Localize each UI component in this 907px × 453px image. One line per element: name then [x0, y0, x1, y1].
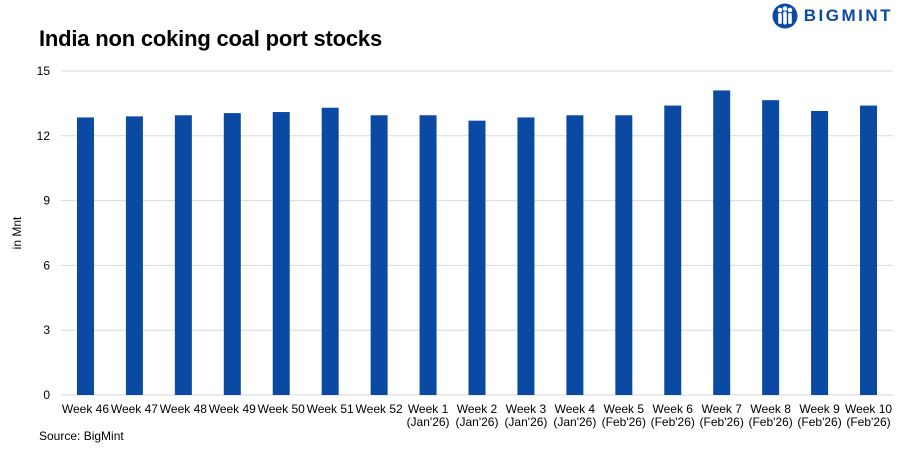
y-tick-label: 9 [43, 194, 50, 208]
brand-name: BIGMINT [803, 6, 893, 25]
bar [272, 112, 290, 395]
bar [615, 115, 633, 395]
y-tick-label: 15 [37, 64, 51, 78]
x-tick-label: Week 10 (Feb'26) [845, 402, 892, 429]
chart-title: India non coking coal port stocks [39, 26, 383, 51]
x-tick-label: Week 50 [258, 402, 305, 416]
bar [419, 115, 437, 395]
x-tick-label: Week 2 (Jan'26) [456, 402, 499, 429]
bar [125, 116, 143, 396]
x-tick-label: Week 51 [307, 402, 354, 416]
x-tick-label: Week 8 (Feb'26) [748, 402, 792, 429]
bar [76, 117, 94, 395]
bar [566, 115, 584, 395]
x-tick-label: Week 49 [209, 402, 256, 416]
bar [664, 105, 682, 395]
y-tick-label: 3 [43, 323, 50, 337]
x-axis-ticks: Week 46 Week 47 Week 48 Week 49 Week 50 Week … [62, 402, 893, 429]
x-tick-label: Week 7 (Feb'26) [700, 402, 744, 429]
bar [860, 105, 878, 395]
y-tick-label: 6 [43, 258, 50, 272]
x-tick-label: Week 52 [356, 402, 403, 416]
x-tick-label: Week 48 [160, 402, 207, 416]
x-tick-label: Week 46 [62, 402, 109, 416]
y-axis-title: in Mnt [10, 216, 24, 249]
x-tick-label: Week 6 (Feb'26) [651, 402, 695, 429]
y-axis-ticks: 0 3 6 9 12 15 [37, 64, 51, 402]
x-tick-label: Week 4 (Jan'26) [553, 402, 596, 429]
bar [762, 100, 780, 395]
x-tick-label: Week 9 (Feb'26) [797, 402, 841, 429]
x-tick-label: Week 5 (Feb'26) [602, 402, 646, 429]
x-tick-label: Week 1 (Jan'26) [407, 402, 450, 429]
x-tick-label: Week 3 (Jan'26) [504, 402, 547, 429]
bar [370, 115, 388, 395]
bar [713, 90, 731, 395]
x-tick-label: Week 47 [111, 402, 158, 416]
y-tick-label: 12 [37, 129, 51, 143]
bar [223, 113, 241, 396]
bar [174, 115, 192, 395]
y-tick-label: 0 [43, 388, 50, 402]
bar [811, 110, 829, 396]
bar [321, 107, 339, 395]
bar [517, 117, 535, 395]
brand-logo: BIGMINT [772, 2, 893, 30]
source-note: Source: BigMint [39, 429, 124, 443]
bars [76, 90, 878, 396]
bar [468, 120, 486, 396]
bigmint-people-logo-icon [772, 3, 798, 29]
